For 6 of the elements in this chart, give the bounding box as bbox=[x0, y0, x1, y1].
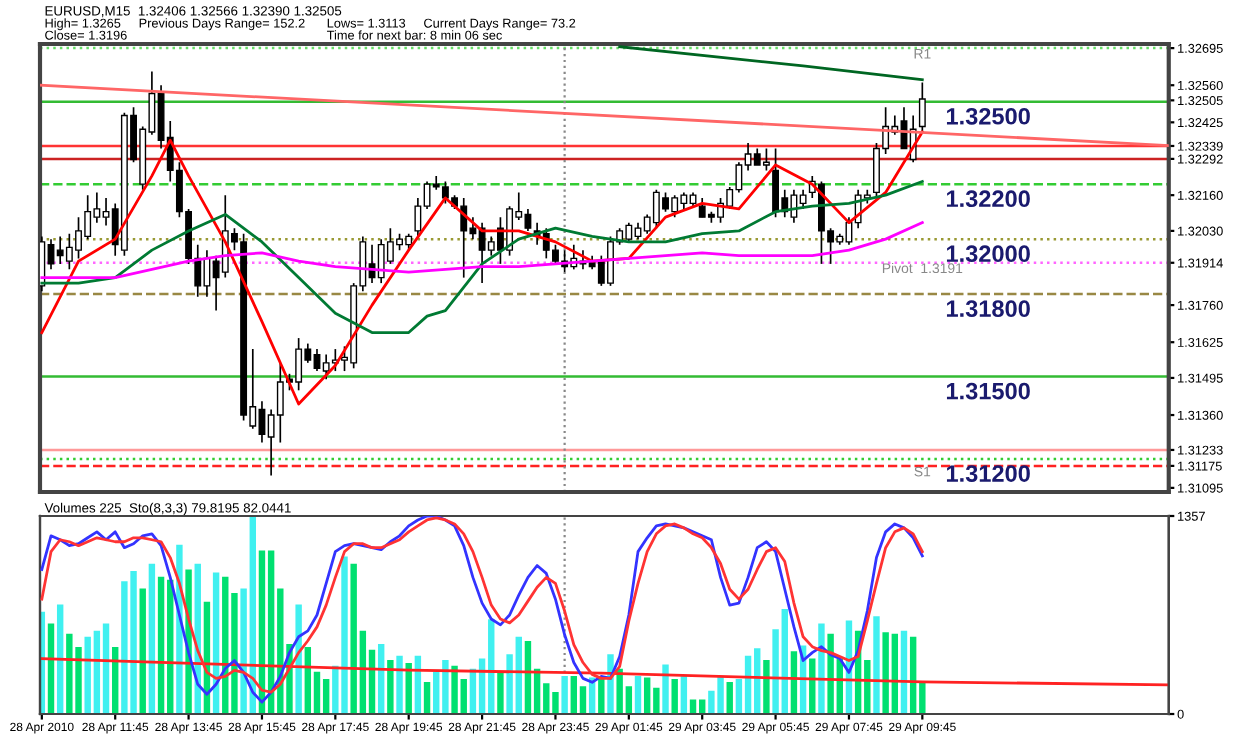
ref-line-label: 1.31800 bbox=[946, 300, 1030, 318]
ref-line-label: 1.32000 bbox=[946, 245, 1030, 263]
ref-line-label: 1.32200 bbox=[946, 190, 1030, 208]
ref-line-label: 1.32500 bbox=[946, 107, 1030, 125]
ref-line-label: 1.31500 bbox=[946, 382, 1030, 400]
ref-line-label: 1.31200 bbox=[946, 465, 1030, 482]
